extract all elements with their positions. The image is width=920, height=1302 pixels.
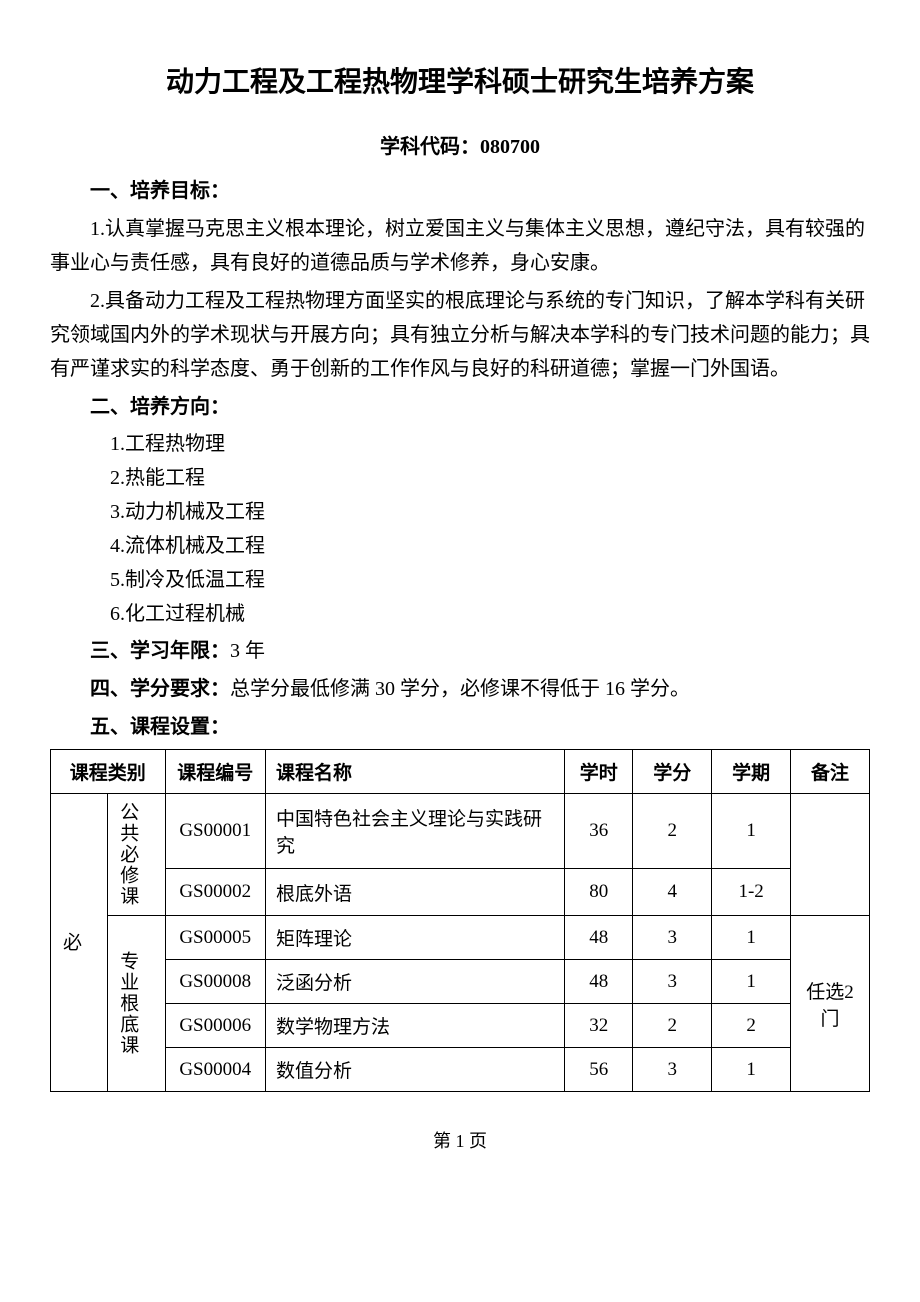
cell-semester: 1 xyxy=(712,1048,791,1092)
section1-para2: 2.具备动力工程及工程热物理方面坚实的根底理论与系统的专门知识，了解本学科有关研… xyxy=(50,284,870,386)
cell-credit: 3 xyxy=(633,960,712,1004)
cell-hours: 48 xyxy=(565,960,633,1004)
th-name: 课程名称 xyxy=(265,750,564,794)
section3-rest: 3 年 xyxy=(230,640,265,662)
table-row: 必 公共必修课 GS00001 中国特色社会主义理论与实践研究 36 2 1 xyxy=(51,794,870,869)
table-row: 专业根底课 GS00005 矩阵理论 48 3 1 任选2 门 xyxy=(51,916,870,960)
cat-sub2: 专业根底课 xyxy=(108,916,165,1092)
cell-semester: 1 xyxy=(712,960,791,1004)
section2-item: 3.动力机械及工程 xyxy=(50,496,870,528)
section3-bold: 三、学习年限： xyxy=(90,640,230,662)
section2-item: 2.热能工程 xyxy=(50,462,870,494)
th-code: 课程编号 xyxy=(165,750,265,794)
document-title: 动力工程及工程热物理学科硕士研究生培养方案 xyxy=(50,60,870,100)
cell-hours: 80 xyxy=(565,869,633,916)
table-row: GS00002 根底外语 80 4 1-2 xyxy=(51,869,870,916)
table-row: GS00004 数值分析 56 3 1 xyxy=(51,1048,870,1092)
cell-semester: 1 xyxy=(712,794,791,869)
cell-credit: 2 xyxy=(633,794,712,869)
cell-credit: 2 xyxy=(633,1004,712,1048)
cell-name: 数学物理方法 xyxy=(265,1004,564,1048)
cell-semester: 1-2 xyxy=(712,869,791,916)
cell-note: 任选2 门 xyxy=(791,916,870,1092)
section4-rest: 总学分最低修满 30 学分，必修课不得低于 16 学分。 xyxy=(230,678,690,700)
section2-item: 5.制冷及低温工程 xyxy=(50,564,870,596)
section3-line: 三、学习年限：3 年 xyxy=(50,634,870,668)
section2-item: 1.工程热物理 xyxy=(50,428,870,460)
cell-hours: 32 xyxy=(565,1004,633,1048)
cell-code: GS00006 xyxy=(165,1004,265,1048)
cell-code: GS00002 xyxy=(165,869,265,916)
cell-note-empty xyxy=(791,794,870,916)
document-subtitle: 学科代码：080700 xyxy=(50,130,870,159)
section2-item: 6.化工过程机械 xyxy=(50,598,870,630)
cat-sub1: 公共必修课 xyxy=(108,794,165,916)
section4-line: 四、学分要求：总学分最低修满 30 学分，必修课不得低于 16 学分。 xyxy=(50,672,870,706)
cell-credit: 4 xyxy=(633,869,712,916)
section2-item: 4.流体机械及工程 xyxy=(50,530,870,562)
curriculum-table: 课程类别 课程编号 课程名称 学时 学分 学期 备注 必 公共必修课 GS000… xyxy=(50,749,870,1092)
th-note: 备注 xyxy=(791,750,870,794)
cat-main: 必 xyxy=(51,794,108,1092)
cell-name: 数值分析 xyxy=(265,1048,564,1092)
cell-semester: 1 xyxy=(712,916,791,960)
table-row: GS00008 泛函分析 48 3 1 xyxy=(51,960,870,1004)
th-category: 课程类别 xyxy=(51,750,166,794)
cell-name: 泛函分析 xyxy=(265,960,564,1004)
section5-heading: 五、课程设置： xyxy=(50,710,870,744)
section2-heading: 二、培养方向： xyxy=(50,390,870,424)
page-number: 第 1 页 xyxy=(50,1127,870,1153)
th-semester: 学期 xyxy=(712,750,791,794)
cat-sub2-text: 专业根底课 xyxy=(114,951,141,1056)
table-header-row: 课程类别 课程编号 课程名称 学时 学分 学期 备注 xyxy=(51,750,870,794)
cell-code: GS00004 xyxy=(165,1048,265,1092)
cell-name: 矩阵理论 xyxy=(265,916,564,960)
cell-hours: 56 xyxy=(565,1048,633,1092)
cat-sub1-text: 公共必修课 xyxy=(114,802,141,907)
cell-hours: 36 xyxy=(565,794,633,869)
cell-credit: 3 xyxy=(633,916,712,960)
cell-code: GS00005 xyxy=(165,916,265,960)
table-row: GS00006 数学物理方法 32 2 2 xyxy=(51,1004,870,1048)
cat-main-text: 必 xyxy=(57,932,84,953)
cell-code: GS00008 xyxy=(165,960,265,1004)
th-hours: 学时 xyxy=(565,750,633,794)
cell-name: 中国特色社会主义理论与实践研究 xyxy=(265,794,564,869)
section4-bold: 四、学分要求： xyxy=(90,678,230,700)
cell-credit: 3 xyxy=(633,1048,712,1092)
cell-code: GS00001 xyxy=(165,794,265,869)
cell-hours: 48 xyxy=(565,916,633,960)
cell-semester: 2 xyxy=(712,1004,791,1048)
cell-name: 根底外语 xyxy=(265,869,564,916)
th-credit: 学分 xyxy=(633,750,712,794)
section1-heading: 一、培养目标： xyxy=(50,174,870,208)
section1-para1: 1.认真掌握马克思主义根本理论，树立爱国主义与集体主义思想，遵纪守法，具有较强的… xyxy=(50,212,870,280)
